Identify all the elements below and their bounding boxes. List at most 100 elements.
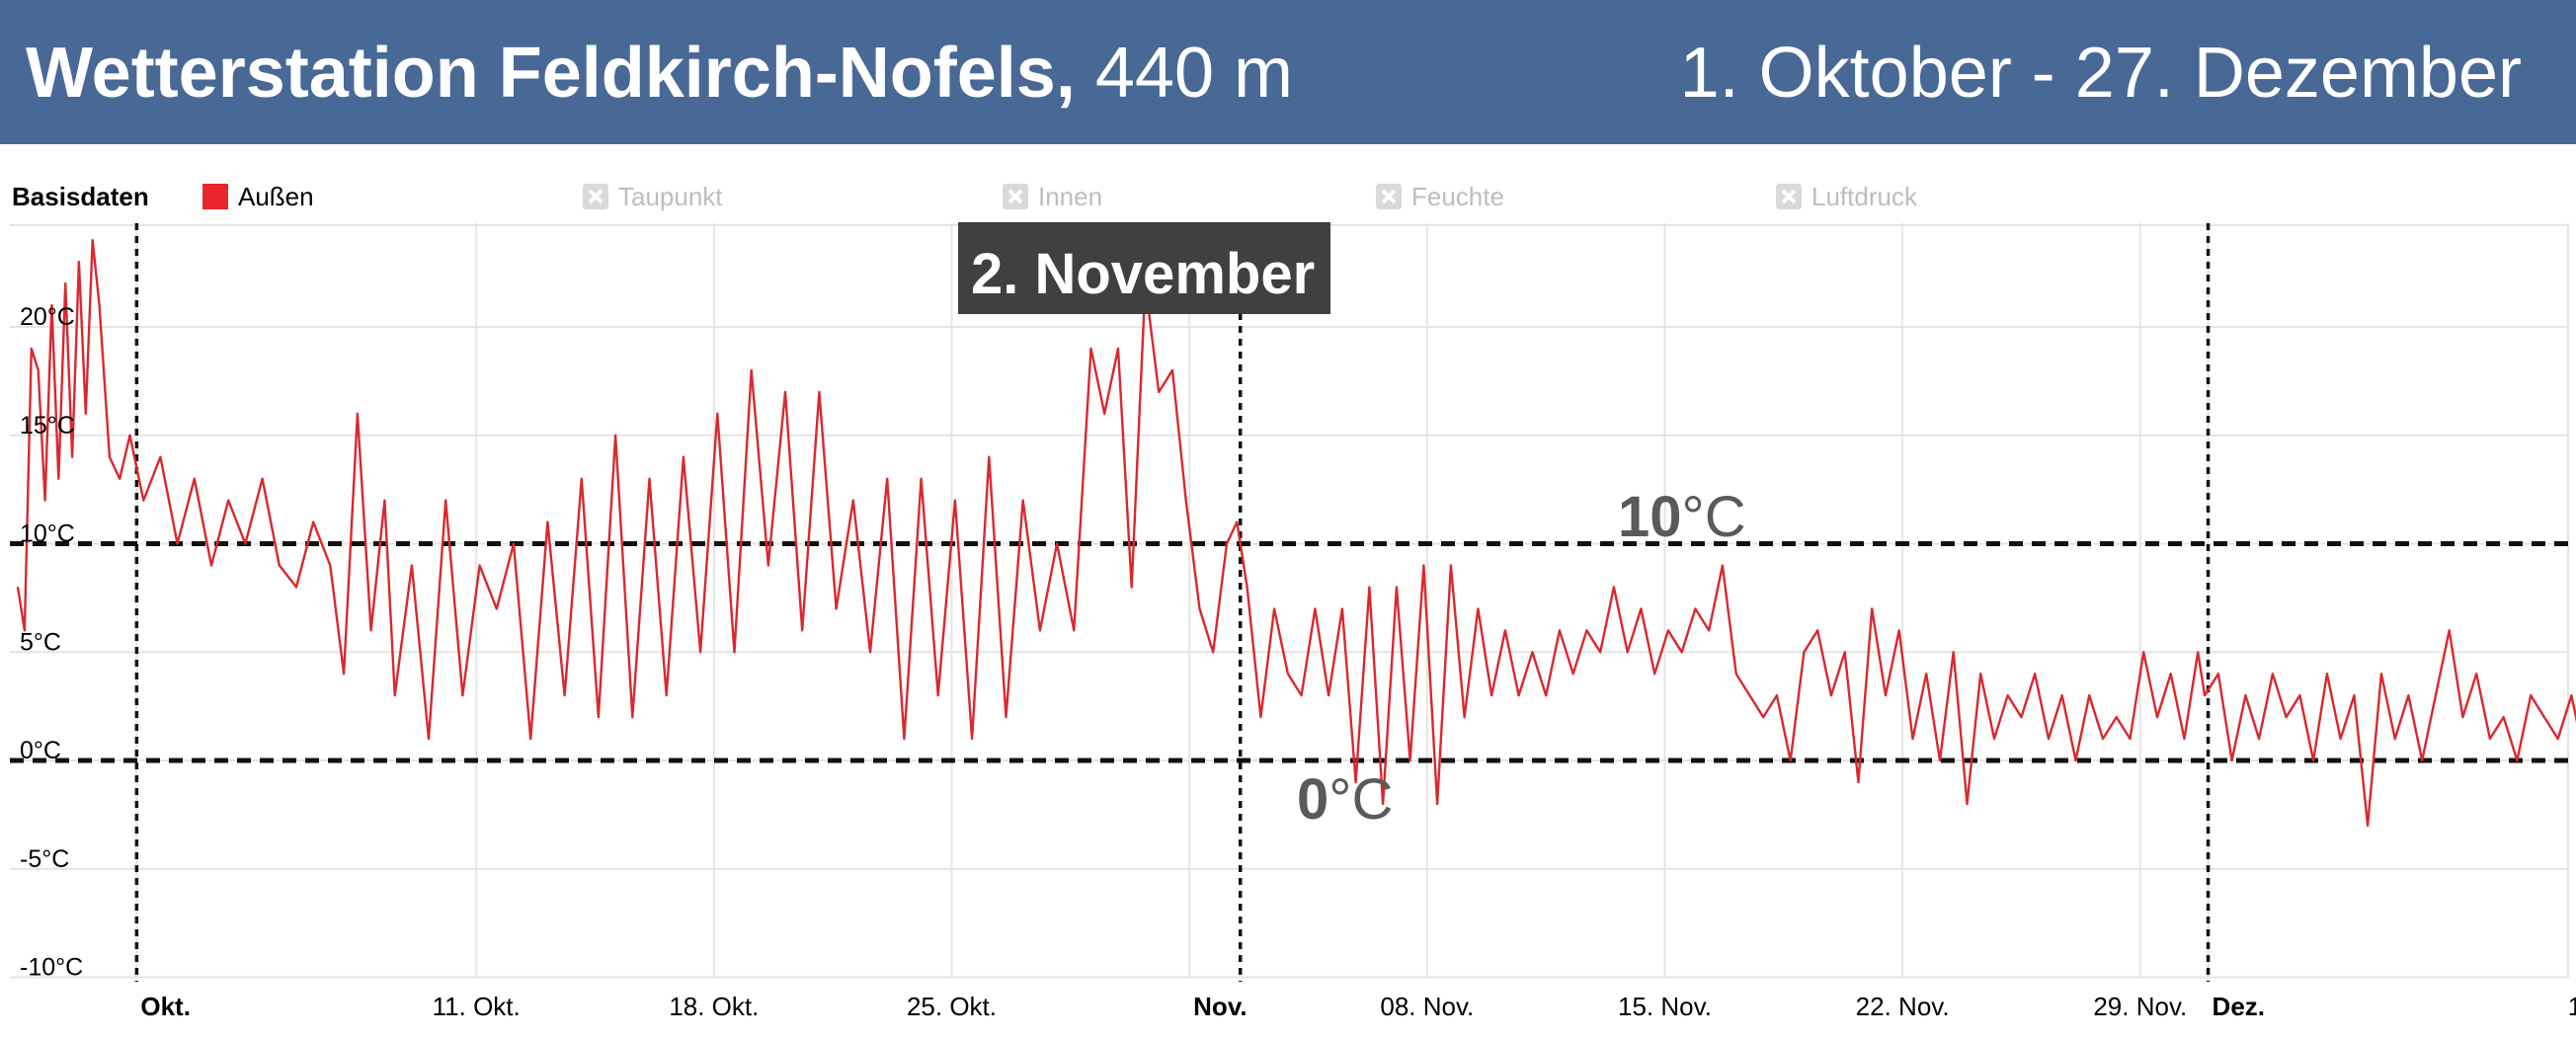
series-point <box>1722 564 1724 567</box>
series-point <box>1572 673 1574 675</box>
marker-label-text: 2. November <box>971 242 1315 306</box>
legend-item-label: Luftdruck <box>1811 182 1918 211</box>
series-point <box>1436 803 1438 805</box>
series-point <box>886 478 888 480</box>
series-point <box>1158 391 1160 393</box>
x-tick-label: 08. Nov. <box>1380 992 1474 1021</box>
series-point <box>1898 629 1900 631</box>
series-point <box>699 651 701 653</box>
series-point <box>1830 694 1832 696</box>
series-point <box>2475 673 2477 675</box>
series-point <box>1885 694 1887 696</box>
series-point <box>971 738 973 740</box>
series-point <box>1925 673 1927 675</box>
series-point <box>128 435 131 437</box>
series-point <box>1871 607 1873 609</box>
series-point <box>2088 694 2090 696</box>
station-title: Wetterstation Feldkirch-Nofels, 440 m <box>26 38 1293 109</box>
series-point <box>1056 542 1058 545</box>
series-point <box>666 694 668 696</box>
series-point <box>2326 673 2328 675</box>
series-point <box>1911 738 1914 740</box>
series-point <box>2503 716 2505 718</box>
series-point <box>988 456 990 458</box>
series-point <box>2183 738 2186 740</box>
series-point <box>1039 629 1041 631</box>
legend-item-label: Taupunkt <box>618 182 723 211</box>
series-point <box>1504 629 1506 631</box>
series-point <box>2007 694 2009 696</box>
series-point <box>78 261 80 263</box>
series-point <box>2258 738 2260 740</box>
series-point <box>1559 629 1561 631</box>
series-point <box>2557 738 2559 740</box>
legend-item-label: Innen <box>1038 182 1102 211</box>
series-point <box>31 348 33 350</box>
series-point <box>716 413 718 415</box>
series-point <box>279 564 281 567</box>
x-tick-label: 11. Okt. <box>433 992 521 1021</box>
reference-label-10: 10°C <box>1618 485 1746 549</box>
series-point <box>1735 673 1737 675</box>
y-tick-label: 0°C <box>20 737 61 764</box>
series-point <box>1477 607 1479 609</box>
series-point <box>2421 759 2423 761</box>
series-point <box>598 716 600 718</box>
series-point <box>2116 716 2118 718</box>
series-point <box>1089 348 1092 350</box>
series-point <box>2020 716 2023 718</box>
series-point <box>1396 586 1398 588</box>
series-point <box>2353 694 2355 696</box>
series-point <box>1185 500 1187 502</box>
series-point <box>44 500 46 502</box>
series-point <box>142 500 144 502</box>
series-point <box>2570 694 2572 696</box>
x-tick-label: Nov. <box>1193 992 1247 1021</box>
series-point <box>2074 759 2077 761</box>
y-tick-label: 5°C <box>20 628 61 656</box>
series-point <box>262 478 264 480</box>
header-bar: Wetterstation Feldkirch-Nofels, 440 m 1.… <box>0 0 2576 144</box>
series-point <box>937 694 939 696</box>
x-tick-label: 22. Nov. <box>1856 992 1950 1021</box>
series-point <box>513 542 515 545</box>
legend: Basisdaten Außen Taupunkt Innen Feuchte Luftd… <box>12 182 1918 211</box>
series-point <box>24 629 26 631</box>
series-point <box>1355 781 1357 783</box>
x-tick-label: 13. Dez. <box>2568 992 2576 1021</box>
series-point <box>1681 651 1683 653</box>
series-point <box>496 607 498 609</box>
series-point <box>2272 673 2274 675</box>
series-point <box>2217 673 2219 675</box>
series-point <box>2461 716 2463 718</box>
x-tick-label: 15. Nov. <box>1618 992 1712 1021</box>
series-point <box>1857 781 1859 783</box>
series-point <box>109 456 111 458</box>
y-tick-label: 15°C <box>20 412 75 440</box>
series-point <box>954 500 956 502</box>
series-point <box>370 629 372 631</box>
series-point <box>194 478 196 480</box>
series-point <box>329 564 331 567</box>
series-point <box>2142 651 2144 653</box>
series-point <box>210 564 212 567</box>
series-point <box>1259 716 1261 718</box>
series-point <box>2449 629 2451 631</box>
series-point <box>1939 759 1941 761</box>
series-point <box>1273 607 1275 609</box>
series-point <box>1117 348 1119 350</box>
series-point <box>119 478 121 480</box>
date-range: 1. Oktober - 27. Dezember <box>1679 34 2522 113</box>
series-point <box>1328 694 1329 696</box>
series-point <box>1708 629 1710 631</box>
series-point <box>1103 413 1105 415</box>
series-point <box>1382 803 1384 805</box>
series-point <box>903 738 906 740</box>
series-point <box>2312 759 2314 761</box>
series-point <box>38 369 40 371</box>
series-point <box>85 413 87 415</box>
reference-label-10-unit: °C <box>1682 485 1746 549</box>
series-point <box>2129 738 2132 740</box>
series-point <box>2298 694 2300 696</box>
